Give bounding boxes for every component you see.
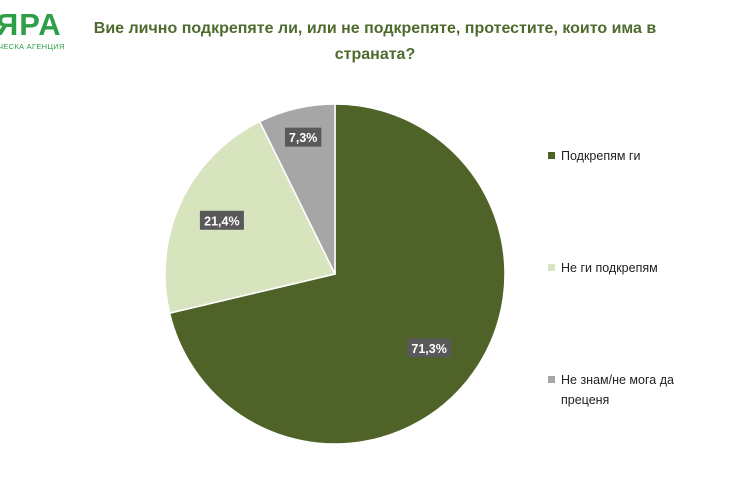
- svg-text:71,3%: 71,3%: [411, 342, 446, 356]
- data-label-oppose: 21,4%: [199, 210, 244, 230]
- legend-label-dont-know: Не знам/не мога да преценя: [561, 373, 674, 407]
- chart-title: Вие лично подкрепяте ли, или не подкрепя…: [93, 20, 657, 63]
- brand-logo: ЯРА ЧЕСКА АГЕНЦИЯ: [0, 8, 80, 58]
- legend-swatch-oppose: [548, 264, 555, 271]
- legend-swatch-support: [548, 152, 555, 159]
- logo-subtitle: ЧЕСКА АГЕНЦИЯ: [0, 42, 65, 51]
- chart-legend: Подкрепям ги Не ги подкрепям Не знам/не …: [548, 0, 738, 486]
- legend-label-support: Подкрепям ги: [561, 149, 641, 163]
- slice-support: [168, 103, 506, 445]
- legend-item-support: Подкрепям ги: [548, 146, 721, 166]
- slice-oppose: [164, 120, 337, 315]
- svg-text:7,3%: 7,3%: [289, 131, 318, 145]
- data-label-dont-know: 7,3%: [284, 127, 322, 147]
- legend-swatch-dont-know: [548, 376, 555, 383]
- legend-item-oppose: Не ги подкрепям: [548, 258, 721, 278]
- logo-mark: ЯРА: [0, 8, 62, 42]
- data-label-support: 71,3%: [407, 338, 452, 358]
- legend-label-oppose: Не ги подкрепям: [561, 261, 658, 275]
- svg-text:21,4%: 21,4%: [204, 214, 239, 228]
- legend-item-dont-know: Не знам/не мога да преценя: [548, 370, 721, 410]
